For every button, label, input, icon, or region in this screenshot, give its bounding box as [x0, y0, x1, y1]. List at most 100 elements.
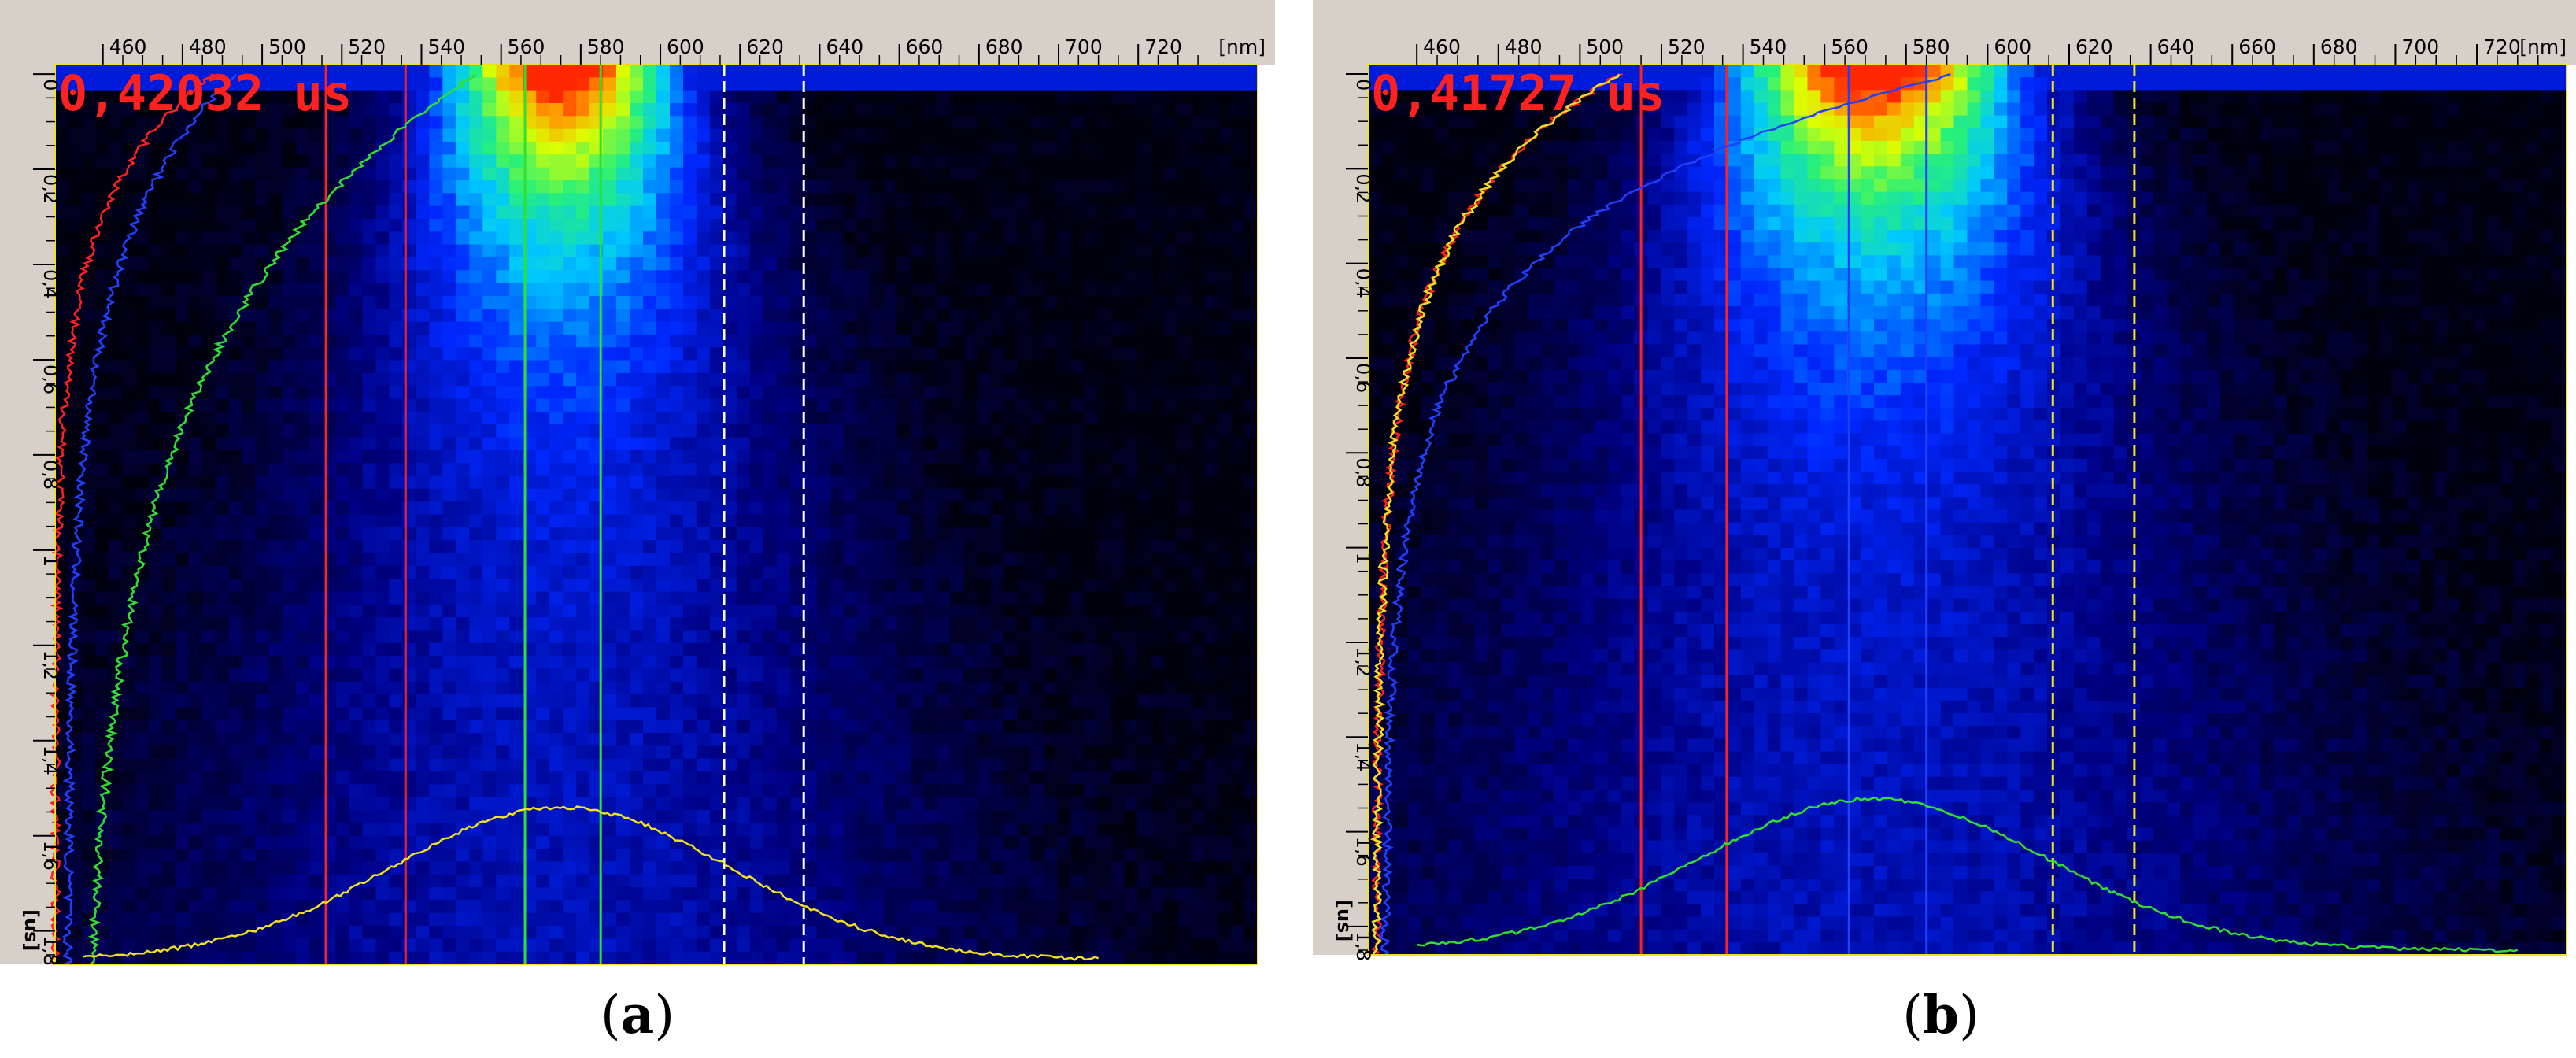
- heatmap-cell: [763, 424, 778, 438]
- heatmap-cell: [749, 65, 764, 78]
- heatmap-cell: [549, 604, 564, 618]
- heatmap-cell: [963, 745, 978, 760]
- heatmap-cell: [1044, 579, 1058, 593]
- heatmap-cell: [603, 656, 617, 670]
- heatmap-cell: [429, 347, 443, 361]
- heatmap-cell: [188, 128, 203, 142]
- heatmap-cell: [937, 283, 952, 297]
- heatmap-cell: [816, 116, 831, 130]
- heatmap-cell: [188, 591, 203, 605]
- heatmap-cell: [55, 65, 69, 78]
- heatmap-cell: [1231, 579, 1245, 593]
- heatmap-cell: [349, 437, 364, 451]
- heatmap-cell: [630, 270, 644, 284]
- heatmap-cell: [1218, 463, 1232, 477]
- heatmap-cell: [268, 707, 283, 721]
- heatmap-cell: [295, 283, 310, 297]
- heatmap-cell: [268, 771, 283, 785]
- heatmap-cell: [682, 668, 697, 683]
- heatmap-cell: [630, 642, 644, 657]
- heatmap-cell: [603, 321, 617, 335]
- heatmap-cell: [1111, 449, 1125, 464]
- heatmap-cell: [469, 77, 483, 91]
- heatmap-cell: [442, 668, 456, 683]
- heatmap-cell: [335, 295, 350, 309]
- heatmap-cell: [643, 501, 657, 516]
- heatmap-cell: [923, 77, 938, 91]
- heatmap-cell: [856, 488, 871, 502]
- heatmap-cell: [469, 488, 483, 502]
- heatmap-cell: [1044, 630, 1058, 644]
- heatmap-cell: [228, 231, 243, 246]
- heatmap-cell: [375, 334, 390, 348]
- heatmap-cell: [322, 321, 337, 335]
- heatmap-cell: [469, 642, 483, 657]
- heatmap-cell: [669, 270, 684, 284]
- heatmap-cell: [923, 295, 938, 309]
- heatmap-cell: [643, 540, 657, 554]
- heatmap-cell: [228, 449, 243, 464]
- heatmap-cell: [856, 579, 871, 593]
- heatmap-cell: [843, 501, 858, 516]
- heatmap-cell: [682, 347, 697, 361]
- heatmap-cell: [749, 591, 764, 605]
- heatmap-cell: [763, 630, 778, 644]
- heatmap-cell: [148, 437, 163, 451]
- heatmap-cell: [803, 591, 818, 605]
- heatmap-cell: [937, 475, 952, 490]
- heatmap-cell: [656, 257, 671, 271]
- heatmap-cell: [883, 720, 898, 734]
- heatmap-cell: [282, 565, 297, 579]
- heatmap-cell: [776, 244, 791, 258]
- heatmap-cell: [349, 707, 364, 721]
- heatmap-cell: [509, 141, 523, 155]
- heatmap-cell: [94, 167, 109, 181]
- heatmap-cell: [335, 372, 350, 387]
- heatmap-cell: [375, 694, 390, 708]
- heatmap-cell: [1057, 694, 1071, 708]
- heatmap-cell: [389, 65, 404, 78]
- heatmap-cell: [349, 642, 364, 657]
- heatmap-cell: [389, 591, 404, 605]
- heatmap-cell: [723, 449, 737, 464]
- heatmap-cell: [482, 295, 497, 309]
- heatmap-cell: [188, 154, 203, 168]
- heatmap-cell: [135, 553, 150, 567]
- heatmap-cell: [94, 65, 109, 78]
- heatmap-cell: [549, 579, 564, 593]
- heatmap-cell: [1044, 309, 1058, 323]
- heatmap-cell: [509, 681, 523, 695]
- heatmap-cell: [68, 193, 83, 207]
- heatmap-cell: [68, 244, 83, 258]
- heatmap-cell: [937, 681, 952, 695]
- heatmap-cell: [1070, 205, 1085, 220]
- heatmap-cell: [1044, 656, 1058, 670]
- heatmap-cell: [937, 154, 952, 168]
- heatmap-cell: [523, 218, 537, 232]
- heatmap-cell: [816, 102, 831, 117]
- heatmap-cell: [375, 501, 390, 516]
- heatmap-cell: [883, 154, 898, 168]
- heatmap-cell: [282, 514, 297, 528]
- heatmap-cell: [349, 257, 364, 271]
- heatmap-cell: [696, 231, 711, 246]
- heatmap-cell: [1137, 116, 1151, 130]
- heatmap-cell: [723, 565, 737, 579]
- heatmap-cell: [161, 309, 176, 323]
- heatmap-cell: [362, 527, 377, 541]
- heatmap-cell: [1177, 501, 1192, 516]
- heatmap-cell: [776, 116, 791, 130]
- heatmap-cell: [682, 372, 697, 387]
- heatmap-cell: [416, 668, 430, 683]
- heatmap-cell: [776, 604, 791, 618]
- heatmap-cell: [896, 604, 911, 618]
- heatmap-cell: [121, 668, 136, 683]
- heatmap-cell: [121, 193, 136, 207]
- heatmap-cell: [282, 398, 297, 412]
- heatmap-cell: [375, 514, 390, 528]
- heatmap-cell: [108, 540, 123, 554]
- heatmap-cell: [215, 116, 230, 130]
- heatmap-cell: [349, 321, 364, 335]
- heatmap-cell: [175, 77, 190, 91]
- heatmap-cell: [883, 591, 898, 605]
